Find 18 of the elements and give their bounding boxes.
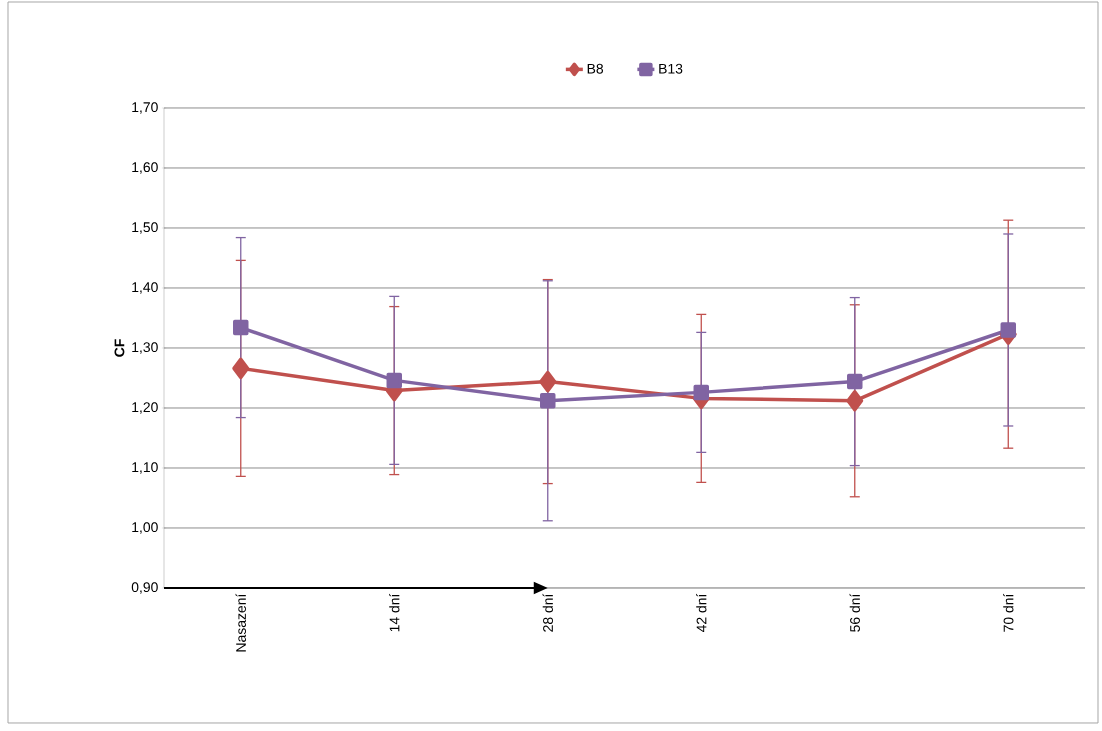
legend-label: B8 — [587, 63, 604, 74]
y-tick-label: 1,50 — [132, 222, 158, 234]
x-tick-label: 14 dní — [389, 593, 400, 632]
x-tick-label: 70 dní — [1003, 593, 1014, 632]
y-tick-label: 1,10 — [132, 462, 158, 474]
y-tick-label: 1,20 — [132, 402, 158, 414]
y-tick-label: 1,30 — [132, 342, 158, 354]
x-tick-label: Nasazení — [235, 593, 246, 652]
y-axis-title: CF — [114, 339, 125, 357]
y-tick-label: 0,90 — [131, 582, 158, 594]
x-tick-label: 42 dní — [696, 593, 707, 633]
x-tick-label: 28 dní — [542, 593, 553, 632]
y-tick-label: 1,70 — [132, 102, 158, 114]
legend-label: B13 — [659, 63, 683, 74]
y-tick-label: 1,60 — [132, 162, 158, 174]
y-tick-label: 1,40 — [132, 282, 158, 294]
y-tick-label: 1,00 — [132, 522, 158, 534]
x-tick-label: 56 dní — [849, 593, 860, 632]
